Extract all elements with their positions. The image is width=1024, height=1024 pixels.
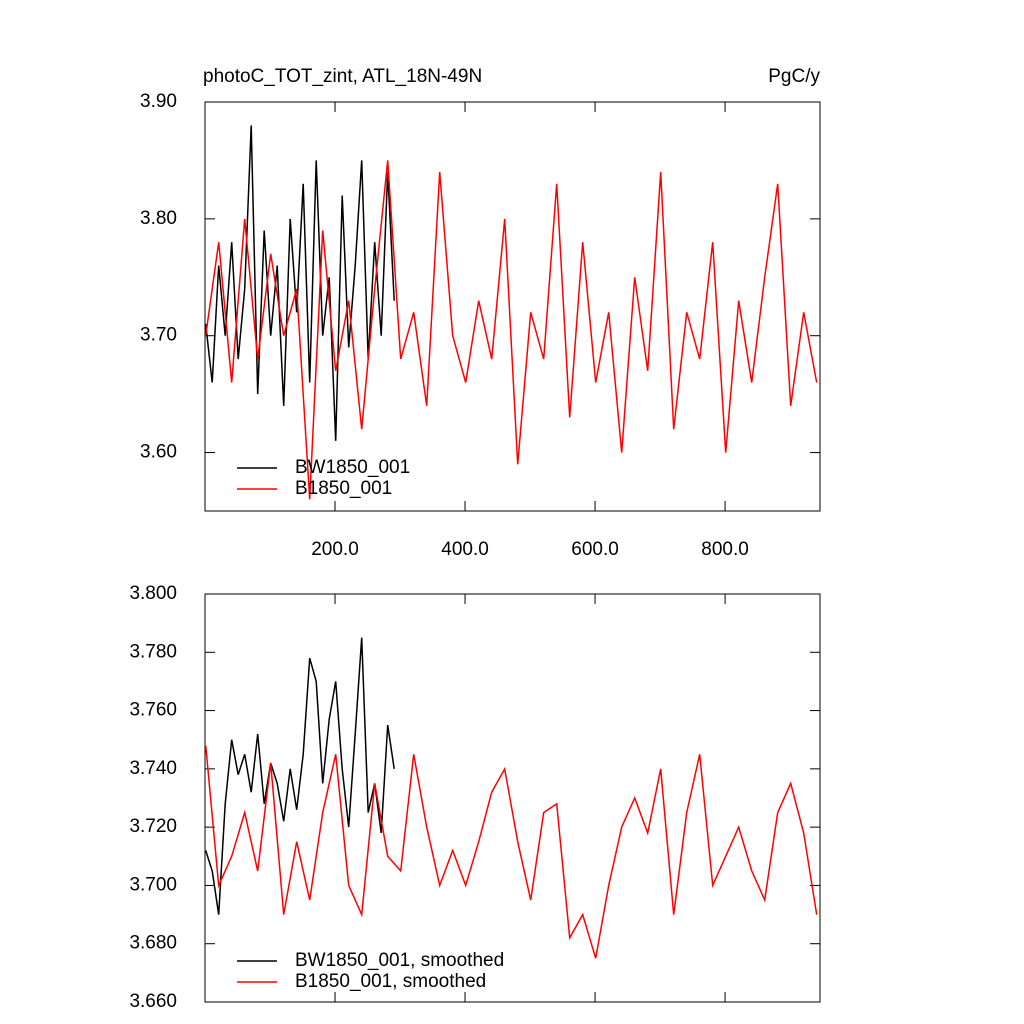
legend-label: BW1850_001 <box>295 457 410 478</box>
y-tick-label: 3.70 <box>140 325 177 346</box>
y-tick-label: 3.780 <box>129 641 177 662</box>
x-tick-label: 400.0 <box>441 539 489 560</box>
y-tick-label: 3.60 <box>140 442 177 463</box>
legend-label: B1850_001, smoothed <box>295 971 486 992</box>
y-tick-label: 3.740 <box>129 758 177 779</box>
y-tick-label: 3.700 <box>129 874 177 895</box>
series-line <box>204 125 395 441</box>
x-tick-label: 200.0 <box>311 539 359 560</box>
y-tick-label: 3.80 <box>140 208 177 229</box>
legend-label: B1850_001 <box>295 478 392 499</box>
legend-label: BW1850_001, smoothed <box>295 950 504 971</box>
plot-frame <box>204 593 821 1003</box>
series-line <box>204 160 818 500</box>
y-tick-label: 3.90 <box>140 91 177 112</box>
y-tick-label: 3.760 <box>129 700 177 721</box>
y-tick-label: 3.660 <box>129 991 177 1012</box>
x-tick-label: 800.0 <box>701 539 749 560</box>
series-line <box>204 745 818 959</box>
y-tick-label: 3.720 <box>129 816 177 837</box>
x-tick-label: 600.0 <box>571 539 619 560</box>
plot-frame <box>204 101 821 512</box>
units-label: PgC/y <box>768 66 820 87</box>
chart-title: photoC_TOT_zint, ATL_18N-49N <box>203 66 482 87</box>
series-line <box>204 637 395 915</box>
y-tick-label: 3.680 <box>129 933 177 954</box>
y-tick-label: 3.800 <box>129 583 177 604</box>
